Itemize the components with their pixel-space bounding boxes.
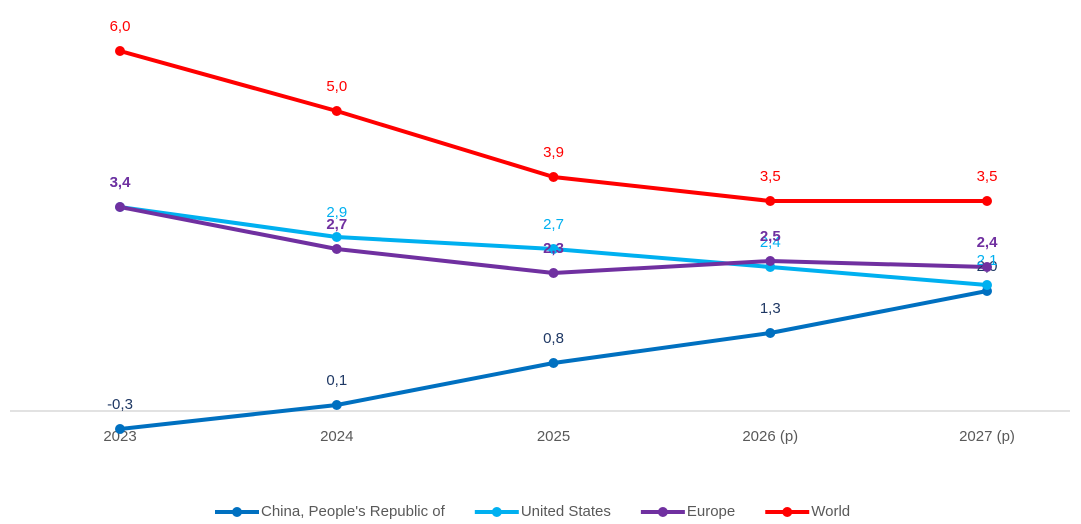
data-label: -0,3 — [107, 396, 133, 413]
data-label: 2,7 — [326, 216, 347, 233]
point — [115, 424, 125, 434]
legend-label: Europe — [687, 503, 735, 519]
data-label: 1,3 — [760, 300, 781, 317]
point — [982, 196, 992, 206]
point — [331, 232, 342, 242]
data-label: 5,0 — [326, 78, 347, 95]
data-label: 0,8 — [543, 330, 564, 347]
data-label: 3,5 — [977, 168, 998, 185]
x-tick-label: 2024 — [320, 428, 353, 445]
legend-symbol — [657, 507, 668, 517]
x-tick-label: 2023 — [103, 428, 136, 445]
point — [548, 244, 559, 254]
data-label: 3,4 — [110, 174, 132, 191]
point — [765, 196, 776, 206]
point — [331, 244, 342, 254]
legend-symbol — [491, 507, 502, 517]
data-label: 3,4 — [110, 174, 131, 191]
point — [331, 106, 342, 116]
data-label: 2,4 — [760, 234, 781, 251]
data-label: 6,0 — [110, 18, 131, 35]
legend-symbol — [782, 507, 793, 517]
data-label: 3,5 — [760, 168, 781, 185]
point — [548, 268, 559, 278]
data-label: 0,1 — [326, 372, 347, 389]
point — [548, 172, 559, 182]
x-tick-label: 2027 (p) — [959, 428, 1015, 445]
point — [765, 256, 776, 266]
point — [982, 280, 992, 290]
data-label: 2,3 — [543, 240, 564, 257]
point — [115, 46, 125, 56]
data-label: 2,4 — [977, 234, 999, 251]
data-label: 2,1 — [977, 252, 998, 269]
data-label: 2,5 — [760, 228, 781, 245]
data-label: 2,9 — [326, 204, 347, 221]
legend-symbol — [232, 507, 242, 517]
point — [765, 328, 776, 338]
x-tick-label: 2026 (p) — [742, 428, 798, 445]
legend-label: World — [811, 503, 850, 519]
point — [548, 358, 559, 368]
point — [982, 262, 992, 272]
legend-label: China, People's Republic of — [261, 503, 446, 519]
x-tick-label: 2025 — [537, 428, 570, 445]
legend-label: United States — [521, 503, 611, 519]
data-label: 2,7 — [543, 216, 564, 233]
data-label: 3,9 — [543, 144, 564, 161]
point — [331, 400, 342, 410]
point — [115, 202, 125, 212]
